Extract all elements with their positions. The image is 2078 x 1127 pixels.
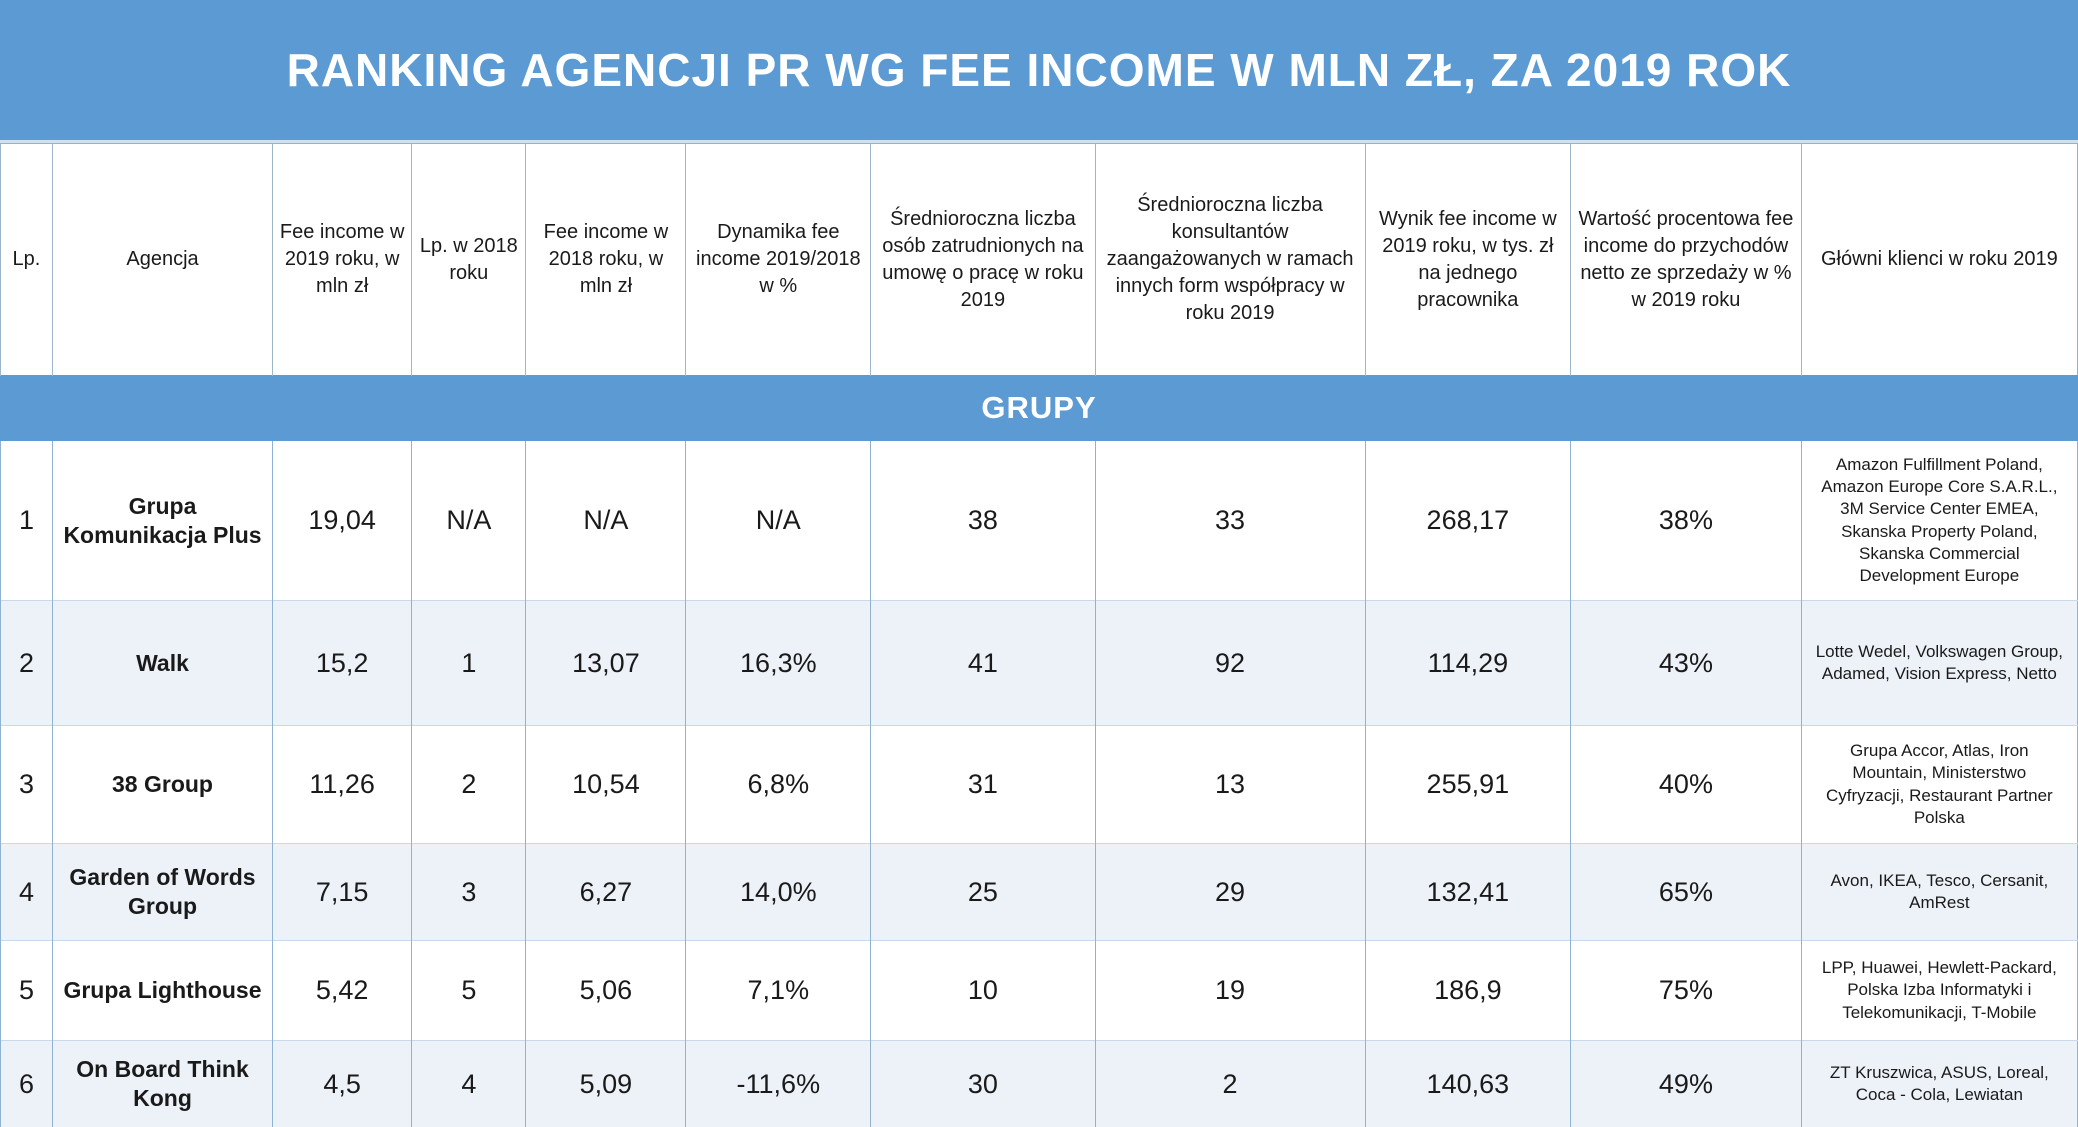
- fee-2018-cell: N/A: [525, 440, 686, 601]
- fee-2018-cell: 5,09: [525, 1040, 686, 1127]
- fee-2019-cell: 15,2: [272, 600, 412, 726]
- clients-cell: Grupa Accor, Atlas, Iron Mountain, Minis…: [1800, 725, 2078, 844]
- agency-cell: On Board Think Kong: [51, 1040, 273, 1127]
- fee-2018-cell: 6,27: [525, 843, 686, 941]
- rank-2018-cell: 2: [411, 725, 526, 844]
- rank-2018-cell: 3: [411, 843, 526, 941]
- fee-2019-cell: 19,04: [272, 440, 412, 601]
- agency-cell: Grupa Lighthouse: [51, 940, 273, 1041]
- column-header-lp: Lp.: [0, 143, 53, 376]
- column-header-clients: Główni klienci w roku 2019: [1800, 143, 2078, 376]
- fee-per-employee-cell: 140,63: [1364, 1040, 1571, 1127]
- fee-2019-cell: 5,42: [272, 940, 412, 1041]
- clients-cell: Avon, IKEA, Tesco, Cersanit, AmRest: [1800, 843, 2078, 941]
- clients-cell: LPP, Huawei, Hewlett-Packard, Polska Izb…: [1800, 940, 2078, 1041]
- agency-cell: Grupa Komunikacja Plus: [51, 440, 273, 601]
- agency-cell: Walk: [51, 600, 273, 726]
- fee-2019-cell: 4,5: [272, 1040, 412, 1127]
- consultants-cell: 2: [1094, 1040, 1366, 1127]
- employees-cell: 25: [870, 843, 1096, 941]
- fee-per-employee-cell: 268,17: [1364, 440, 1571, 601]
- consultants-cell: 33: [1094, 440, 1366, 601]
- rank-2018-cell: 1: [411, 600, 526, 726]
- agency-cell: 38 Group: [51, 725, 273, 844]
- column-header-fee-2019: Fee income w 2019 roku, w mln zł: [272, 143, 412, 376]
- clients-cell: Lotte Wedel, Volkswagen Group, Adamed, V…: [1800, 600, 2078, 726]
- table-row: 1 Grupa Komunikacja Plus 19,04 N/A N/A N/A 38 3…: [0, 440, 2078, 601]
- consultants-cell: 92: [1094, 600, 1366, 726]
- table-row: 3 38 Group 11,26 2 10,54 6,8% 31 13 255,91 40% Gru…: [0, 725, 2078, 844]
- rank-cell: 1: [0, 440, 53, 601]
- ranking-table: Lp. Agencja Fee income w 2019 roku, w ml…: [0, 143, 2078, 1127]
- section-header-row: GRUPY: [0, 375, 2078, 441]
- rank-2018-cell: 5: [411, 940, 526, 1041]
- employees-cell: 30: [870, 1040, 1096, 1127]
- rank-cell: 6: [0, 1040, 53, 1127]
- column-header-consultants: Średnioroczna liczba konsultantów zaanga…: [1094, 143, 1366, 376]
- fee-2018-cell: 13,07: [525, 600, 686, 726]
- employees-cell: 41: [870, 600, 1096, 726]
- table-row: 5 Grupa Lighthouse 5,42 5 5,06 7,1% 10 19 186,9 7…: [0, 940, 2078, 1041]
- column-header-agency: Agencja: [51, 143, 273, 376]
- dynamics-cell: 16,3%: [685, 600, 871, 726]
- fee-per-employee-cell: 132,41: [1364, 843, 1571, 941]
- dynamics-cell: 14,0%: [685, 843, 871, 941]
- table-row: 6 On Board Think Kong 4,5 4 5,09 -11,6% 30 2 140…: [0, 1040, 2078, 1127]
- fee-2018-cell: 10,54: [525, 725, 686, 844]
- column-header-row: Lp. Agencja Fee income w 2019 roku, w ml…: [0, 143, 2078, 376]
- fee-per-employee-cell: 114,29: [1364, 600, 1571, 726]
- agency-cell: Garden of Words Group: [51, 843, 273, 941]
- consultants-cell: 29: [1094, 843, 1366, 941]
- column-header-employees: Średnioroczna liczba osób zatrudnionych …: [870, 143, 1096, 376]
- fee-2019-cell: 7,15: [272, 843, 412, 941]
- column-header-fee-2018: Fee income w 2018 roku, w mln zł: [525, 143, 686, 376]
- fee-percent-cell: 65%: [1570, 843, 1802, 941]
- rank-cell: 5: [0, 940, 53, 1041]
- rank-cell: 2: [0, 600, 53, 726]
- clients-cell: ZT Kruszwica, ASUS, Loreal, Coca - Cola,…: [1800, 1040, 2078, 1127]
- consultants-cell: 13: [1094, 725, 1366, 844]
- section-header: GRUPY: [0, 375, 2078, 441]
- employees-cell: 38: [870, 440, 1096, 601]
- dynamics-cell: 6,8%: [685, 725, 871, 844]
- dynamics-cell: 7,1%: [685, 940, 871, 1041]
- fee-percent-cell: 75%: [1570, 940, 1802, 1041]
- fee-percent-cell: 49%: [1570, 1040, 1802, 1127]
- fee-2018-cell: 5,06: [525, 940, 686, 1041]
- table-row: 2 Walk 15,2 1 13,07 16,3% 41 92 114,29 43% Lotte W…: [0, 600, 2078, 726]
- table-row: 4 Garden of Words Group 7,15 3 6,27 14,0% 25 29…: [0, 843, 2078, 941]
- page-title: RANKING AGENCJI PR WG FEE INCOME W MLN Z…: [286, 44, 1792, 96]
- fee-percent-cell: 40%: [1570, 725, 1802, 844]
- title-band: RANKING AGENCJI PR WG FEE INCOME W MLN Z…: [0, 0, 2078, 143]
- column-header-fee-percent: Wartość procentowa fee income do przycho…: [1570, 143, 1802, 376]
- employees-cell: 31: [870, 725, 1096, 844]
- fee-per-employee-cell: 186,9: [1364, 940, 1571, 1041]
- fee-per-employee-cell: 255,91: [1364, 725, 1571, 844]
- dynamics-cell: N/A: [685, 440, 871, 601]
- fee-2019-cell: 11,26: [272, 725, 412, 844]
- dynamics-cell: -11,6%: [685, 1040, 871, 1127]
- column-header-fee-per-employee: Wynik fee income w 2019 roku, w tys. zł …: [1364, 143, 1571, 376]
- table-body: 1 Grupa Komunikacja Plus 19,04 N/A N/A N/A 38 3…: [0, 440, 2078, 1127]
- consultants-cell: 19: [1094, 940, 1366, 1041]
- rank-2018-cell: N/A: [411, 440, 526, 601]
- rank-cell: 3: [0, 725, 53, 844]
- column-header-rank-2018: Lp. w 2018 roku: [411, 143, 526, 376]
- clients-cell: Amazon Fulfillment Poland, Amazon Europe…: [1800, 440, 2078, 601]
- fee-percent-cell: 43%: [1570, 600, 1802, 726]
- fee-percent-cell: 38%: [1570, 440, 1802, 601]
- rank-2018-cell: 4: [411, 1040, 526, 1127]
- employees-cell: 10: [870, 940, 1096, 1041]
- column-header-dynamics: Dynamika fee income 2019/2018 w %: [685, 143, 871, 376]
- rank-cell: 4: [0, 843, 53, 941]
